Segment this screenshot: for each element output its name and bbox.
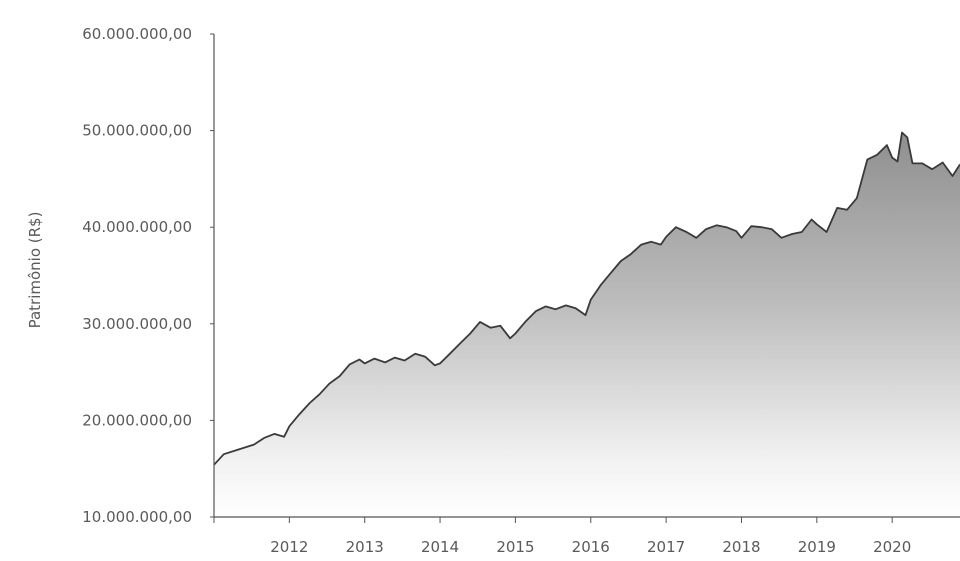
y-ticks: 10.000.000,00 20.000.000,00 30.000.000,00 4…: [82, 25, 214, 526]
x-tick-label: 2012: [270, 538, 308, 556]
y-tick-label: 50.000.000,00: [82, 122, 192, 140]
x-tick-label: 2014: [421, 538, 459, 556]
y-tick-label: 40.000.000,00: [82, 218, 192, 236]
x-tick-label: 2015: [496, 538, 534, 556]
area-layer: [213, 131, 960, 517]
patrimonio-series-line: [213, 131, 960, 466]
patrimonio-area-fill: [214, 132, 960, 517]
y-tick-label: 10.000.000,00: [82, 508, 192, 526]
x-tick-label: 2020: [873, 538, 911, 556]
axes: [213, 34, 960, 518]
x-tick-label: 2019: [798, 538, 836, 556]
y-axis-label: Patrimônio (R$): [26, 212, 44, 329]
x-tick-label: 2018: [722, 538, 760, 556]
x-tick-label: 2013: [346, 538, 384, 556]
x-tick-label: 2017: [647, 538, 685, 556]
x-tick-label: 2016: [572, 538, 610, 556]
x-ticks: 2012 2013 2014 2015 2016 2017 2018 2019 2020: [213, 517, 911, 556]
y-tick-label: 60.000.000,00: [82, 25, 192, 43]
y-tick-label: 20.000.000,00: [82, 411, 192, 429]
y-tick-label: 30.000.000,00: [82, 315, 192, 333]
